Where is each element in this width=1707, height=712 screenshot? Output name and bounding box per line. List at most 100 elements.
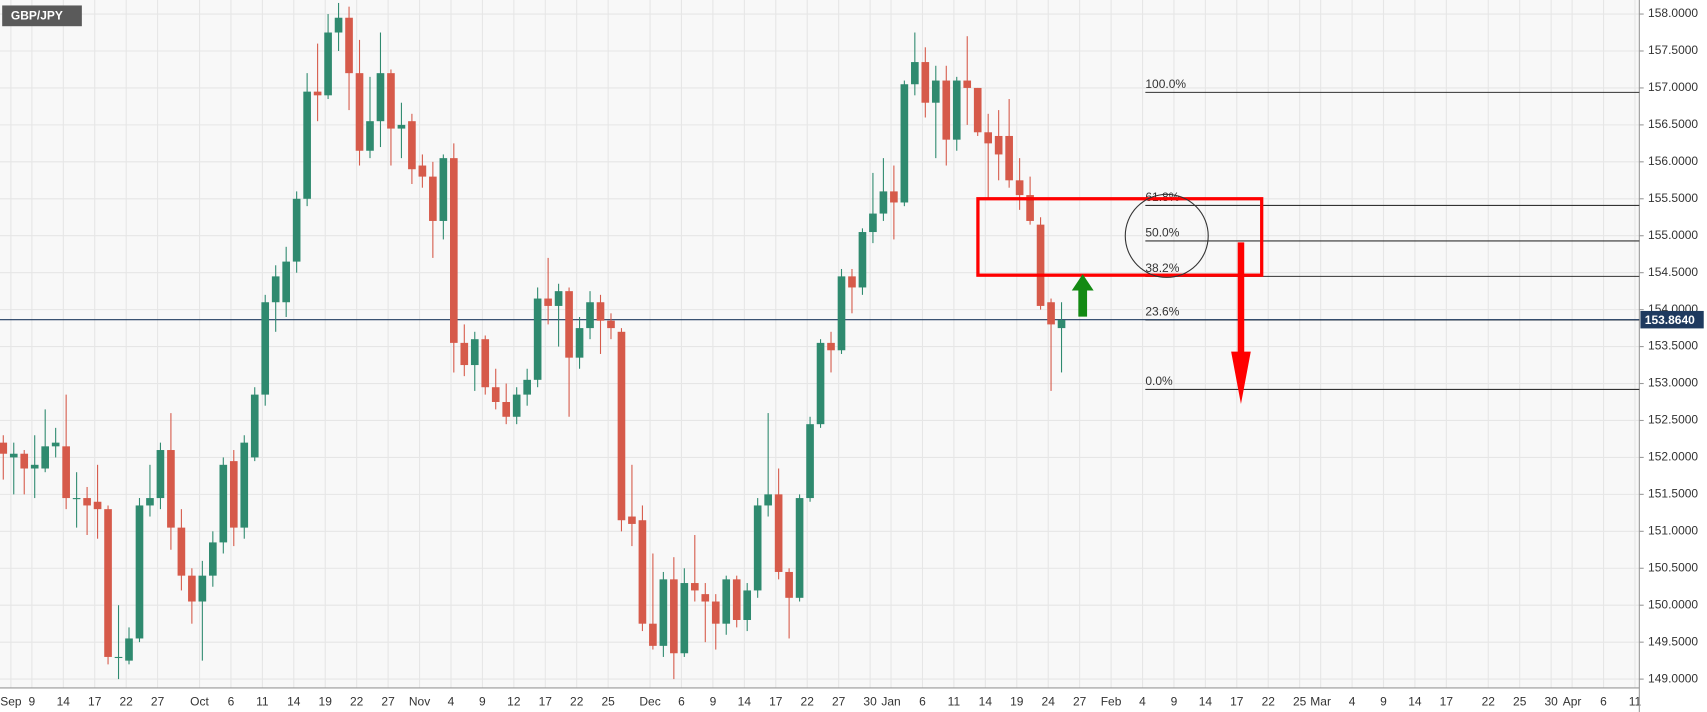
x-tick-label: 17	[88, 694, 102, 708]
x-tick-label: 4	[1139, 694, 1146, 708]
candle-body	[41, 446, 50, 469]
candle-body	[942, 80, 951, 140]
candle-body	[753, 505, 762, 591]
candle-body	[554, 291, 563, 306]
y-tick-label: 155.0000	[1648, 228, 1698, 242]
candle-body	[774, 494, 783, 572]
candle-body	[198, 575, 207, 602]
candle-body	[827, 342, 835, 351]
y-tick-label: 157.0000	[1648, 80, 1698, 94]
candle-body	[973, 87, 982, 133]
x-tick-label: 25	[1293, 694, 1307, 708]
x-tick-label: 24	[1042, 694, 1056, 708]
candle-body	[188, 575, 196, 602]
x-tick-label: 27	[151, 694, 165, 708]
candle-body	[146, 498, 154, 506]
x-tick-label: Sep	[0, 694, 22, 708]
candle-body	[313, 91, 322, 96]
x-tick-label: 9	[710, 694, 717, 708]
candle-body	[418, 165, 427, 177]
x-tick-label: 19	[1010, 694, 1024, 708]
candle-body	[135, 505, 144, 639]
candle-body	[911, 62, 919, 85]
candle-body	[261, 302, 270, 395]
x-tick-label: 6	[678, 694, 685, 708]
x-tick-label: 22	[1482, 694, 1496, 708]
candle-body	[449, 158, 458, 343]
x-tick-label: 6	[919, 694, 926, 708]
up-arrow	[1071, 274, 1094, 317]
candle-body	[638, 520, 647, 624]
x-tick-label: 6	[1600, 694, 1607, 708]
candle-body	[397, 124, 406, 129]
candle-body	[690, 583, 699, 591]
candle-body	[952, 80, 961, 140]
x-tick-label: 17	[769, 694, 783, 708]
x-tick-label: 9	[29, 694, 36, 708]
candle-body	[345, 17, 353, 74]
x-tick-label: 22	[801, 694, 815, 708]
y-tick-label: 152.0000	[1648, 450, 1698, 464]
candle-body	[1015, 180, 1024, 196]
y-tick-label: 151.0000	[1648, 523, 1698, 537]
candle-body	[512, 394, 521, 417]
candle-body	[596, 302, 605, 321]
candle-body	[816, 342, 825, 425]
x-tick-label: Nov	[409, 694, 430, 708]
fib-label: 100.0%	[1145, 77, 1186, 91]
x-tick-label: 14	[1199, 694, 1213, 708]
candle-body	[1026, 195, 1034, 221]
candle-body	[1047, 302, 1055, 325]
x-tick-label: Dec	[639, 694, 660, 708]
candle-body	[491, 387, 500, 402]
x-axis-area	[0, 687, 1640, 712]
candle-body	[177, 527, 186, 576]
candle-body	[83, 498, 91, 506]
y-tick-label: 153.0000	[1648, 376, 1698, 390]
candle-body	[1005, 135, 1013, 181]
candle-body	[156, 450, 165, 499]
candle-body	[869, 213, 877, 233]
y-tick-label: 154.5000	[1648, 265, 1698, 279]
candle-body	[366, 121, 374, 151]
y-tick-label: 149.5000	[1648, 634, 1698, 648]
candle-body	[387, 73, 395, 129]
last-price-label: 153.8640	[1645, 313, 1695, 327]
fib-label: 0.0%	[1145, 374, 1173, 388]
candle-body	[104, 509, 112, 657]
x-tick-label: 9	[1171, 694, 1178, 708]
y-tick-label: 151.5000	[1648, 487, 1698, 501]
y-tick-label: 156.5000	[1648, 117, 1698, 131]
x-tick-label: 11	[256, 694, 269, 708]
candle-body	[722, 579, 731, 624]
candle-body	[460, 342, 469, 366]
candle-body	[523, 379, 531, 395]
y-tick-label: 156.0000	[1648, 154, 1698, 168]
candle-body	[963, 80, 972, 88]
candle-body	[711, 601, 720, 624]
y-axis-area	[1639, 0, 1707, 712]
y-tick-label: 158.0000	[1648, 6, 1698, 20]
x-tick-label: 14	[57, 694, 71, 708]
x-tick-label: 12	[507, 694, 521, 708]
candle-body	[544, 298, 552, 306]
candle-body	[701, 594, 710, 602]
candle-body	[93, 501, 102, 510]
candle-body	[355, 73, 364, 151]
candle-body	[30, 464, 39, 469]
candle-body	[282, 261, 290, 303]
candle-body	[324, 32, 332, 96]
x-tick-label: 27	[1073, 694, 1087, 708]
candle-body	[931, 80, 940, 103]
candle-body	[72, 498, 81, 500]
fib-label: 61.8%	[1145, 190, 1179, 204]
candle-body	[1036, 224, 1045, 306]
candle-body	[219, 464, 228, 543]
candle-body	[62, 446, 70, 499]
x-tick-label: Oct	[190, 694, 209, 708]
x-tick-label: 27	[832, 694, 846, 708]
y-tick-label: 155.5000	[1648, 191, 1698, 205]
candle-body	[575, 328, 584, 358]
candle-body	[795, 498, 804, 598]
